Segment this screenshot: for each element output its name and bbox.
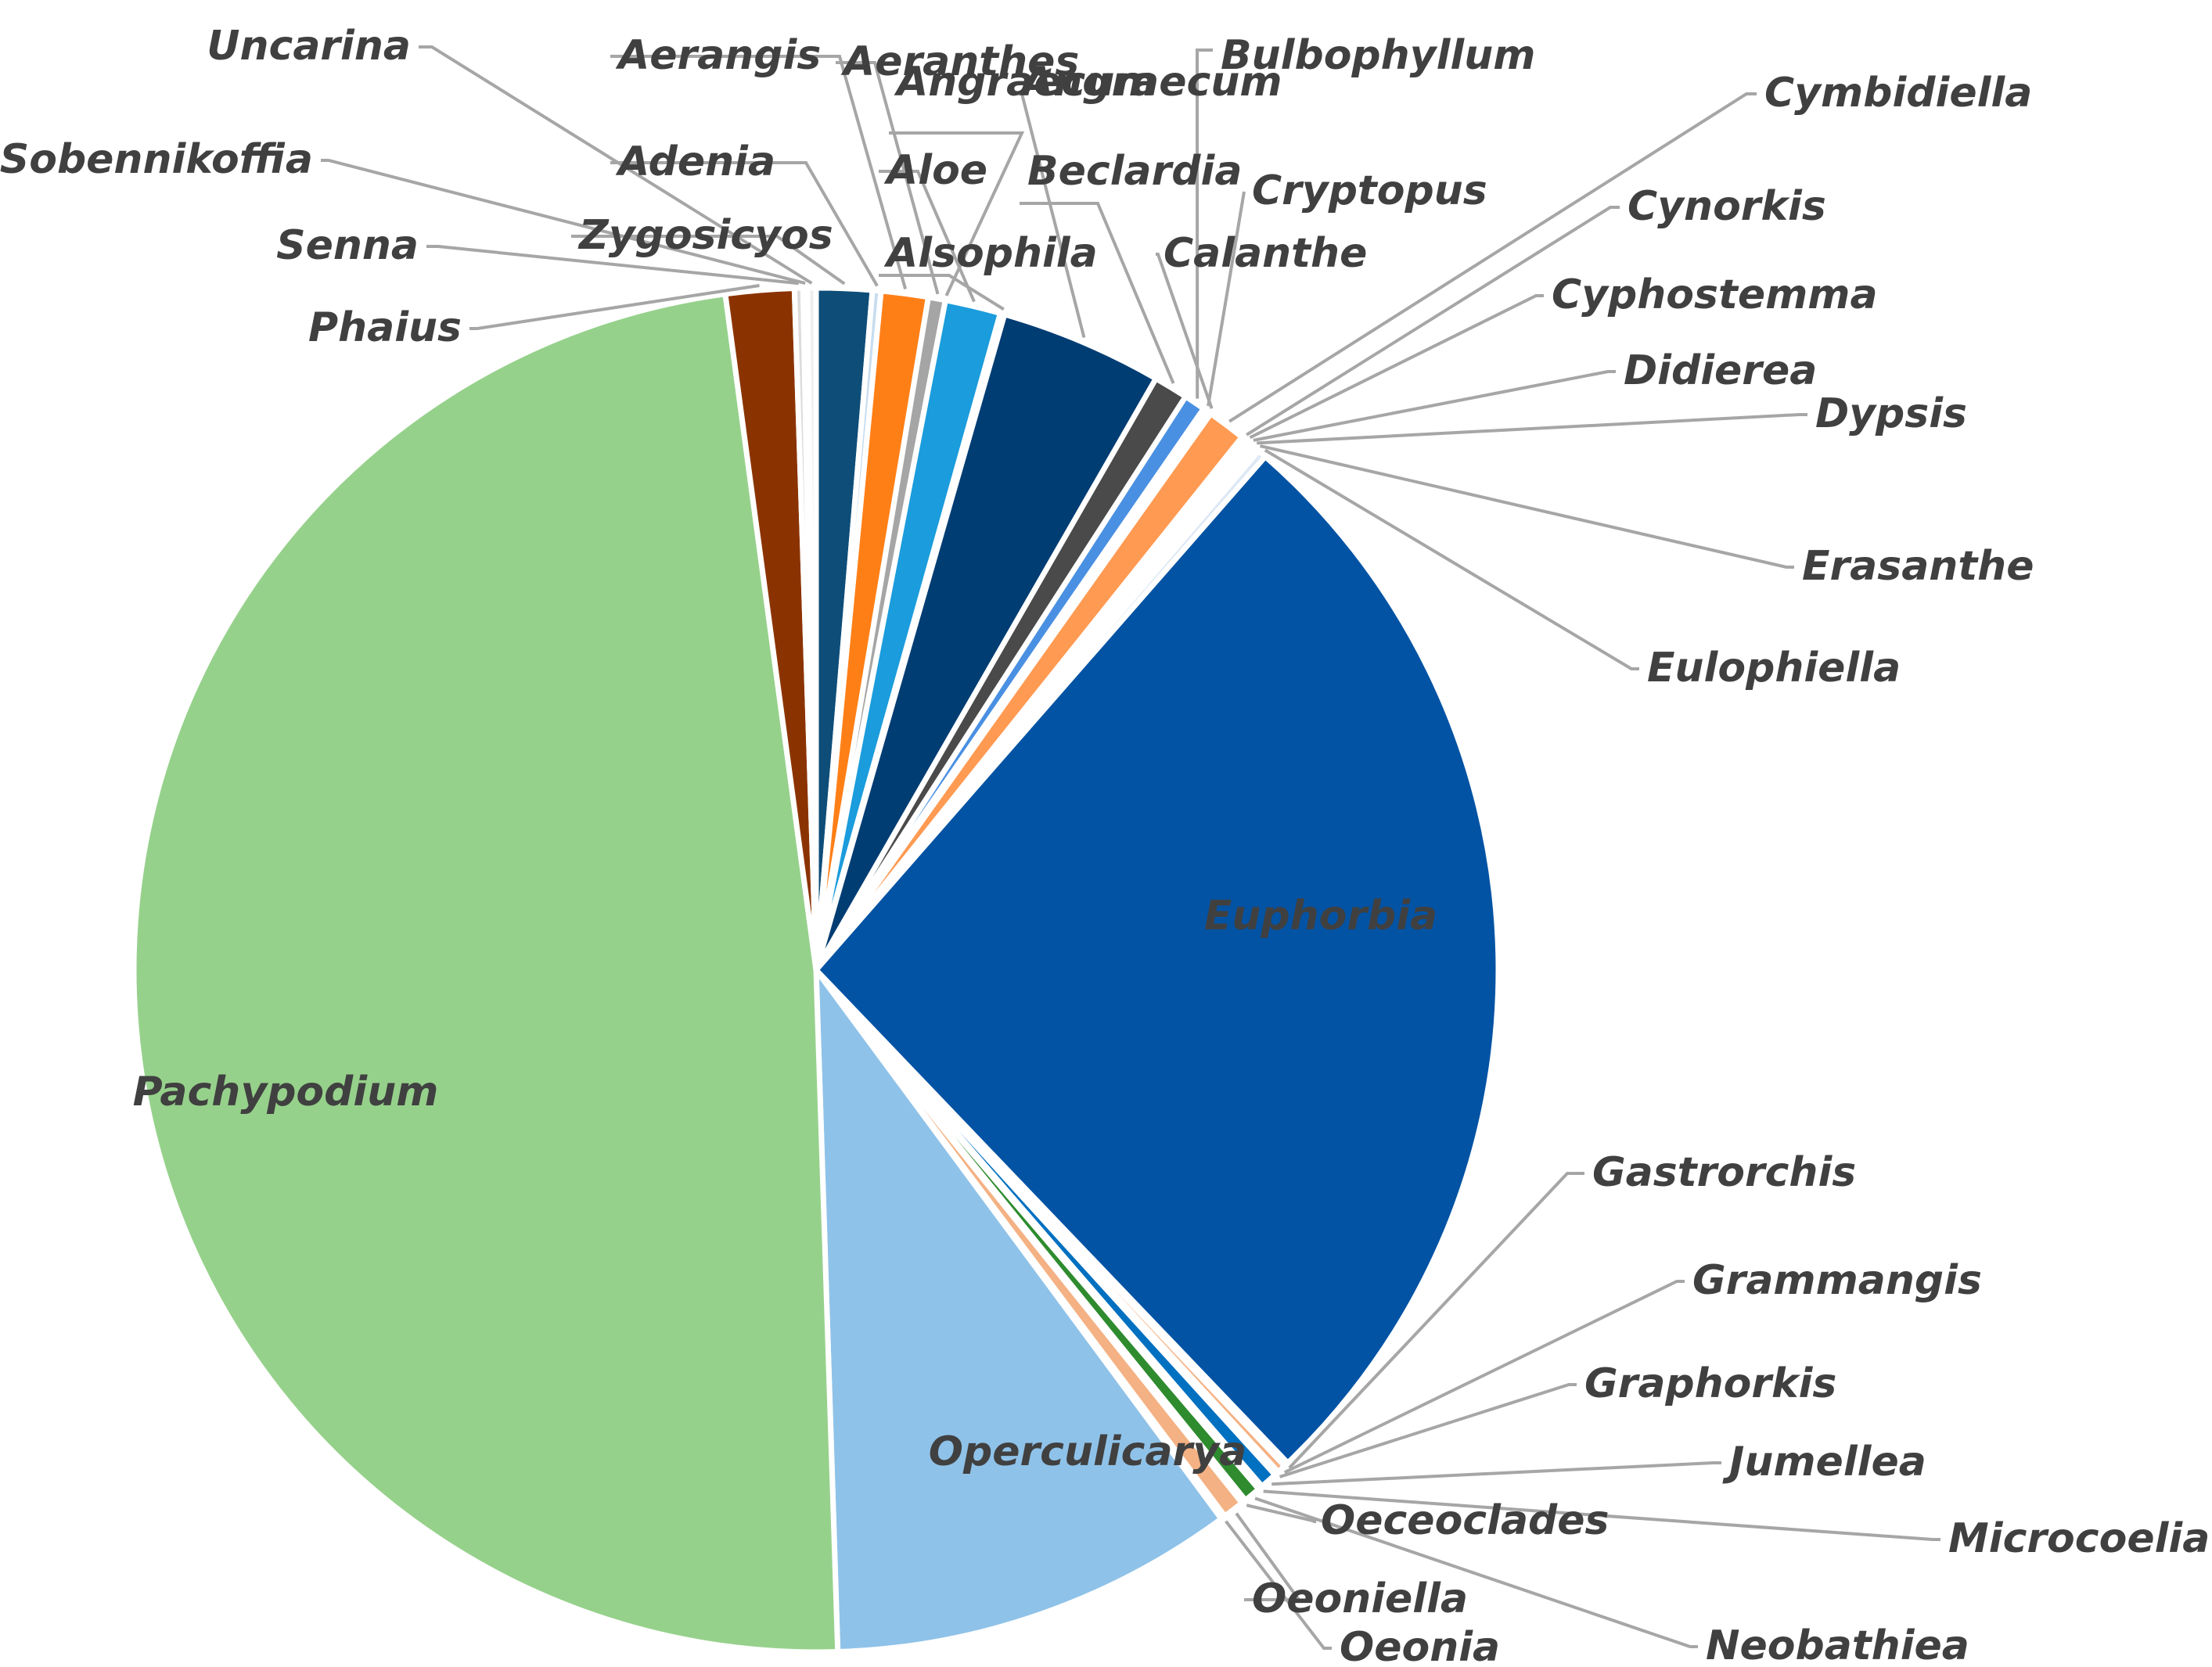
- leader-line-neobathiea-25: [1254, 1496, 1698, 1648]
- pie-slice-operculicarya-29: [813, 967, 1225, 1655]
- leader-line-didierea-15: [1253, 370, 1616, 442]
- slice-labels: Zygosicyos Adenia Aerangis AeranthesAngraec…: [0, 23, 2210, 1667]
- slice-label-adenia-1: Adenia: [615, 138, 775, 185]
- slice-label-euphorbia: Euphorbia: [1204, 893, 1437, 939]
- slice-label-aerangis-2: Aerangis: [615, 32, 821, 79]
- leader-line-gastrorchis-20: [1288, 1172, 1584, 1469]
- slice-label-senna-32: Senna: [276, 222, 419, 269]
- slice-label-angraecum-7: Angraecum: [1019, 59, 1282, 106]
- slice-label-bulbophyllum-9: Bulbophyllum: [1221, 32, 1535, 79]
- slice-label-graphorkis-22: Graphorkis: [1584, 1360, 1836, 1407]
- pie-slice-uncarina-34: [804, 285, 819, 973]
- leader-line-oeonia-28: [1225, 1520, 1332, 1650]
- leader-line-bulbophyllum-9: [1195, 49, 1213, 399]
- leader-line-angraecum-7: [1014, 92, 1086, 339]
- slice-label-calanthe-11: Calanthe: [1164, 230, 1367, 277]
- leader-line-dypsis-16: [1257, 413, 1807, 445]
- leader-line-beclardia-8: [1020, 202, 1175, 384]
- leader-line-grammangis-21: [1283, 1280, 1685, 1474]
- leader-line-zygosicyos-0: [571, 235, 846, 286]
- pie-slice-angraecum-7: [813, 311, 1159, 973]
- leader-line-uncarina-34: [419, 45, 813, 285]
- slice-label-cymbidiella-12: Cymbidiella: [1764, 70, 2032, 117]
- pie-slice-euphorbia-19: [813, 454, 1502, 1466]
- leader-line-aerangis-2: [610, 55, 908, 289]
- leader-line-adenia-1: [610, 161, 879, 287]
- slice-label-aloe-5: Aloe: [883, 147, 987, 194]
- leader-line-eulophiella-18: [1264, 448, 1639, 670]
- leader-line-alsophila-6: [879, 274, 1005, 311]
- slice-label-didierea-15: Didierea: [1624, 347, 1817, 394]
- leader-line-calanthe-11: [1156, 253, 1214, 409]
- slice-label-erasanthe-17: Erasanthe: [1802, 543, 2034, 590]
- slice-label-operculicarya: Operculicarya: [929, 1428, 1246, 1475]
- leader-lines: [321, 45, 1940, 1650]
- leader-line-graphorkis-22: [1279, 1383, 1577, 1478]
- leader-line-cyphostemma-14: [1249, 294, 1544, 440]
- pie-slices: [131, 285, 1502, 1655]
- leader-line-erasanthe-17: [1260, 444, 1794, 569]
- leader-line-angraecum-4: [889, 131, 1025, 296]
- slice-label-zygosicyos-0: Zygosicyos: [577, 212, 833, 259]
- slice-label-cyphostemma-14: Cyphostemma: [1552, 271, 1878, 318]
- slice-label-jumellea-23: Jumellea: [1722, 1439, 1926, 1486]
- leader-line-microcoelia-24: [1263, 1489, 1940, 1541]
- leader-line-oeoniella-27: [1235, 1512, 1302, 1601]
- slice-label-dypsis-16: Dypsis: [1815, 390, 1967, 437]
- slice-label-grammangis-21: Grammangis: [1692, 1257, 1982, 1304]
- slice-label-uncarina-34: Uncarina: [207, 23, 411, 70]
- leader-line-cynorkis-13: [1246, 206, 1620, 437]
- slice-label-sobennikoffia-33: Sobennikoffia: [0, 136, 313, 183]
- leader-line-sobennikoffia-33: [321, 159, 806, 286]
- slice-label-oeceoclades-26: Oeceoclades: [1321, 1497, 1609, 1544]
- leader-line-cryptopus-10: [1207, 191, 1246, 407]
- slice-label-eulophiella-18: Eulophiella: [1647, 645, 1901, 692]
- slice-label-phaius-31: Phaius: [308, 304, 462, 351]
- pie-slice-pachypodium-30: [131, 291, 841, 1655]
- leader-line-cymbidiella-12: [1228, 92, 1757, 423]
- slice-label-gastrorchis-20: Gastrorchis: [1592, 1149, 1856, 1196]
- slice-label-beclardia-8: Beclardia: [1027, 148, 1242, 195]
- leader-line-senna-32: [426, 245, 799, 286]
- leader-line-jumellea-23: [1271, 1461, 1721, 1486]
- leader-line-aeranthes-3: [836, 61, 940, 295]
- slice-label-oeonia-28: Oeonia: [1340, 1624, 1500, 1667]
- slice-label-aeranthes-3: Aeranthes: [840, 38, 1079, 85]
- slice-label-oeoniella-27: Oeoniella: [1252, 1575, 1468, 1622]
- leader-line-aloe-5: [879, 170, 976, 303]
- slice-label-angraecum-4: Angraecum: [894, 59, 1157, 106]
- slice-label-cryptopus-10: Cryptopus: [1252, 167, 1487, 214]
- leader-line-oeceoclades-26: [1246, 1504, 1317, 1523]
- slice-label-cynorkis-13: Cynorkis: [1628, 183, 1826, 230]
- slice-label-pachypodium: Pachypodium: [133, 1069, 439, 1116]
- slice-label-neobathiea-25: Neobathiea: [1706, 1622, 1969, 1667]
- slice-label-alsophila-6: Alsophila: [883, 230, 1098, 277]
- leader-line-phaius-31: [469, 284, 760, 330]
- slice-label-microcoelia-24: Microcoelia: [1948, 1515, 2210, 1562]
